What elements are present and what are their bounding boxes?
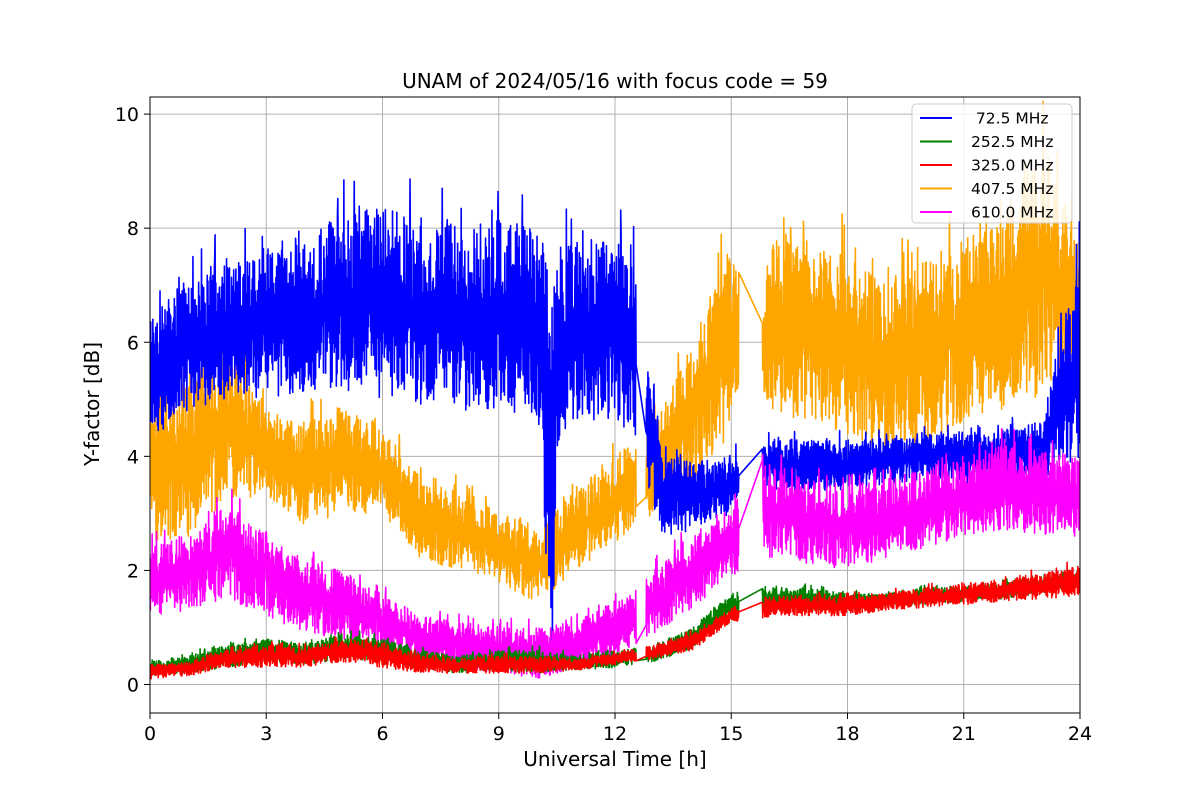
x-tick-label: 0 (144, 723, 156, 745)
series-line-325-0-mhz (150, 561, 1080, 680)
legend-label: 72.5 MHz (971, 110, 1049, 128)
x-tick-label: 18 (835, 723, 859, 745)
x-tick-label: 12 (603, 723, 627, 745)
series-line-72-5-mhz (150, 178, 1080, 664)
legend-label: 325.0 MHz (971, 157, 1053, 175)
legend: 72.5 MHz 252.5 MHz 325.0 MHz 407.5 MHz 610.0… (911, 103, 1073, 224)
y-tick-label: 0 (127, 674, 139, 696)
x-tick-label: 6 (376, 723, 388, 745)
x-tick-label: 15 (719, 723, 743, 745)
legend-box (911, 103, 1073, 224)
x-axis-label: Universal Time [h] (523, 747, 706, 771)
y-tick-label: 8 (127, 218, 139, 240)
legend-label: 610.0 MHz (971, 204, 1053, 222)
chart-title: UNAM of 2024/05/16 with focus code = 59 (402, 69, 828, 93)
x-tick-label: 24 (1068, 723, 1092, 745)
x-tick-label: 3 (260, 723, 272, 745)
plot-area (150, 100, 1080, 680)
legend-label: 407.5 MHz (971, 180, 1053, 198)
x-tick-label: 9 (493, 723, 505, 745)
y-tick-label: 6 (127, 332, 139, 354)
y-tick-label: 10 (115, 104, 139, 126)
y-tick-label: 4 (127, 446, 139, 468)
y-tick-label: 2 (127, 560, 139, 582)
y-axis-label: Y-factor [dB] (80, 342, 104, 467)
series-line-610-0-mhz (150, 427, 1080, 679)
legend-label: 252.5 MHz (971, 133, 1053, 151)
series-line-407-5-mhz (150, 100, 1080, 600)
x-tick-label: 21 (952, 723, 976, 745)
